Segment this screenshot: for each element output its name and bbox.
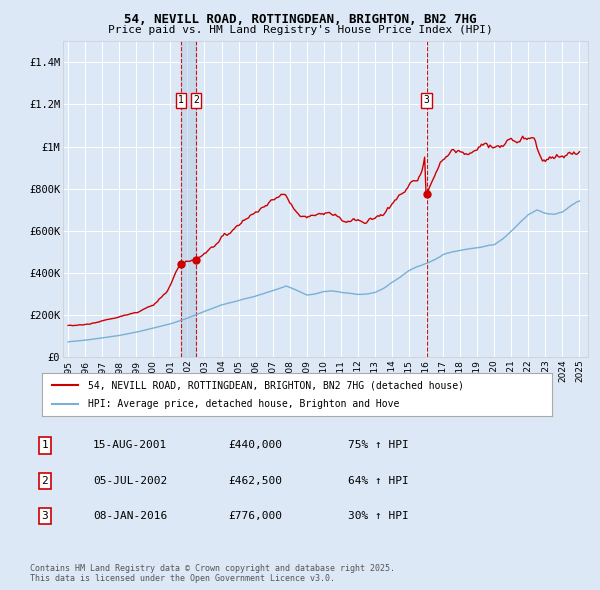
Text: 1: 1 (41, 441, 49, 450)
Text: 54, NEVILL ROAD, ROTTINGDEAN, BRIGHTON, BN2 7HG (detached house): 54, NEVILL ROAD, ROTTINGDEAN, BRIGHTON, … (88, 381, 464, 391)
Text: £776,000: £776,000 (228, 512, 282, 521)
Text: 3: 3 (424, 95, 430, 105)
Text: 2: 2 (193, 95, 199, 105)
Text: £462,500: £462,500 (228, 476, 282, 486)
Text: 64% ↑ HPI: 64% ↑ HPI (348, 476, 409, 486)
Text: Contains HM Land Registry data © Crown copyright and database right 2025.
This d: Contains HM Land Registry data © Crown c… (30, 563, 395, 583)
Text: Price paid vs. HM Land Registry's House Price Index (HPI): Price paid vs. HM Land Registry's House … (107, 25, 493, 35)
Bar (181, 41, 196, 357)
Text: 30% ↑ HPI: 30% ↑ HPI (348, 512, 409, 521)
Text: 15-AUG-2001: 15-AUG-2001 (93, 441, 167, 450)
Text: 05-JUL-2002: 05-JUL-2002 (93, 476, 167, 486)
Text: 3: 3 (41, 512, 49, 521)
Text: 54, NEVILL ROAD, ROTTINGDEAN, BRIGHTON, BN2 7HG: 54, NEVILL ROAD, ROTTINGDEAN, BRIGHTON, … (124, 13, 476, 26)
Text: 08-JAN-2016: 08-JAN-2016 (93, 512, 167, 521)
Text: HPI: Average price, detached house, Brighton and Hove: HPI: Average price, detached house, Brig… (88, 399, 399, 409)
Text: 1: 1 (178, 95, 184, 105)
Text: £440,000: £440,000 (228, 441, 282, 450)
Text: 2: 2 (41, 476, 49, 486)
Text: 75% ↑ HPI: 75% ↑ HPI (348, 441, 409, 450)
